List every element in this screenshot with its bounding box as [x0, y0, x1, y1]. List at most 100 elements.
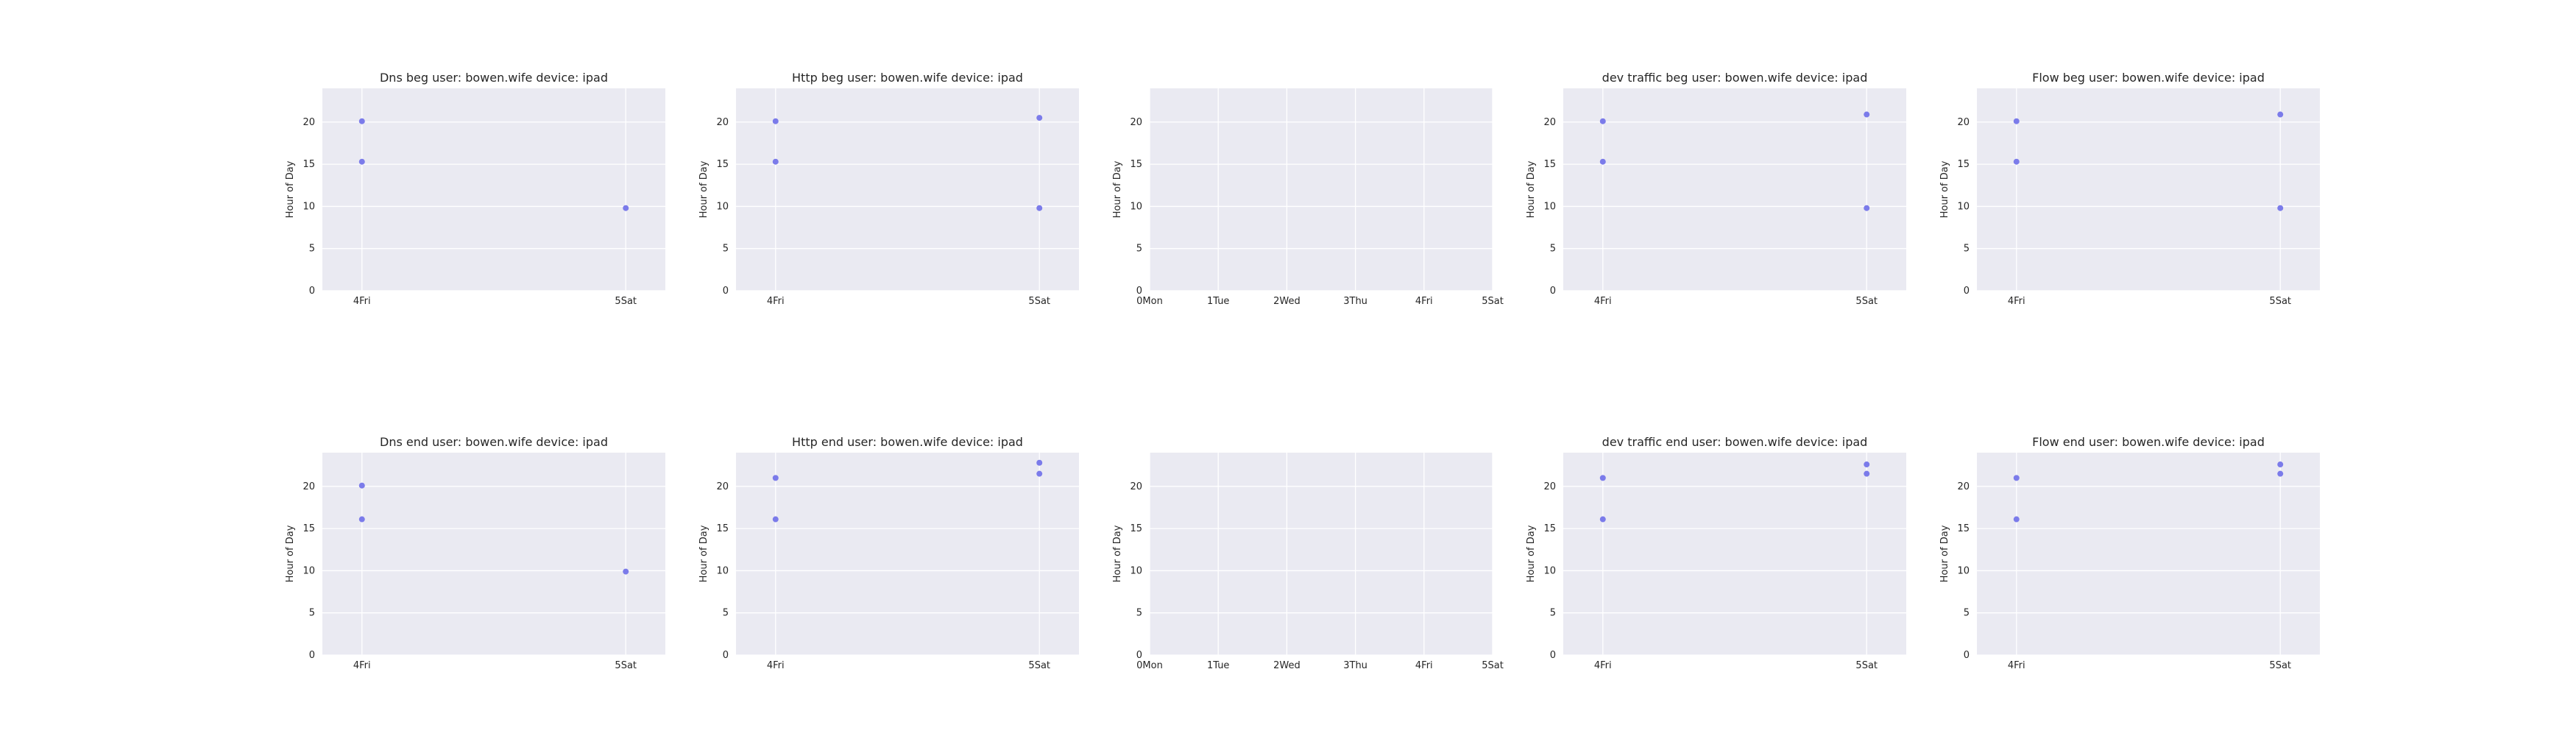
data-point: [358, 158, 365, 165]
data-point: [1036, 115, 1043, 121]
x-tick-label: 4Fri: [2008, 296, 2025, 307]
y-tick-label: 0: [1550, 286, 1556, 297]
y-tick-label: 20: [1543, 117, 1556, 128]
subplot-title: dev traffic end user: bowen.wife device:…: [1602, 435, 1868, 449]
plot-area: [322, 453, 665, 655]
subplot-9: 0 5 10 15 20 4Fri 5Sat dev traffic end user: bo…: [1526, 435, 1906, 671]
y-tick-label: 15: [716, 523, 729, 534]
y-tick-label: 15: [1130, 159, 1142, 170]
y-tick-label: 5: [723, 608, 729, 619]
subplot-title: Flow end user: bowen.wife device: ipad: [2032, 435, 2265, 449]
x-tick-label: 5Sat: [1028, 296, 1050, 307]
y-axis-label: Hour of Day: [285, 525, 296, 582]
subplot-5: 0 5 10 15 20 4Fri 5Sat Flow beg user: bowen.wif…: [1939, 71, 2320, 307]
x-tick-label: 5Sat: [2269, 296, 2291, 307]
y-tick-label: 5: [1136, 608, 1142, 619]
plot-area: [1563, 88, 1906, 291]
plot-area: [1150, 453, 1493, 655]
y-tick-label: 10: [1130, 565, 1142, 576]
y-tick-label: 0: [723, 650, 729, 661]
x-tick-label: 4Fri: [767, 660, 785, 671]
x-tick-label: 3Thu: [1343, 660, 1367, 671]
y-tick-label: 20: [1130, 117, 1142, 128]
y-tick-label: 15: [1957, 159, 1970, 170]
y-axis-label: Hour of Day: [1112, 525, 1123, 582]
y-tick-label: 0: [309, 286, 315, 297]
y-axis-label: Hour of Day: [698, 160, 710, 218]
data-point: [2013, 158, 2020, 165]
y-tick-label: 10: [302, 565, 315, 576]
subplot-7: 0 5 10 15 20 4Fri 5Sat Http end user: bowen.wif…: [698, 435, 1079, 671]
subplot-8: 0 5 10 15 20 0Mon 1Tue 2Wed 3Thu 4Fri 5Sat Hour of …: [1112, 453, 1504, 671]
y-axis-label: Hour of Day: [1526, 160, 1537, 218]
x-tick-label: 2Wed: [1273, 660, 1301, 671]
data-point: [2013, 475, 2020, 481]
data-point: [772, 118, 779, 124]
x-tick-label: 5Sat: [1855, 660, 1878, 671]
data-point: [1599, 118, 1606, 124]
x-tick-label: 4Fri: [1594, 296, 1612, 307]
data-point: [1864, 470, 1870, 477]
y-tick-label: 10: [716, 565, 729, 576]
x-tick-label: 4Fri: [2008, 660, 2025, 671]
y-tick-label: 20: [1957, 481, 1970, 492]
data-point: [358, 482, 365, 489]
y-tick-label: 0: [1964, 650, 1970, 661]
subplot-4: 0 5 10 15 20 4Fri 5Sat dev traffic beg user: bo…: [1526, 71, 1906, 307]
data-point: [1599, 475, 1606, 481]
y-axis-label: Hour of Day: [698, 525, 710, 582]
y-tick-label: 0: [309, 650, 315, 661]
x-tick-label: 1Tue: [1207, 296, 1229, 307]
y-tick-label: 0: [1136, 286, 1142, 297]
x-tick-label: 4Fri: [353, 660, 371, 671]
data-point: [2013, 118, 2020, 124]
y-tick-label: 5: [1550, 608, 1556, 619]
data-point: [1599, 158, 1606, 165]
y-tick-label: 10: [1130, 201, 1142, 212]
data-point: [1864, 461, 1870, 468]
x-tick-label: 0Mon: [1136, 660, 1163, 671]
y-tick-label: 5: [1136, 244, 1142, 255]
data-point: [1864, 111, 1870, 118]
data-point: [1599, 516, 1606, 523]
subplot-title: Dns beg user: bowen.wife device: ipad: [380, 71, 608, 85]
y-axis-label: Hour of Day: [1526, 525, 1537, 582]
plot-area: [1977, 453, 2320, 655]
y-tick-label: 10: [1543, 565, 1556, 576]
subplot-3: 0 5 10 15 20 0Mon 1Tue 2Wed 3Thu 4Fri 5Sat Hour of …: [1112, 88, 1504, 307]
y-tick-label: 10: [1957, 565, 1970, 576]
subplot-10: 0 5 10 15 20 4Fri 5Sat Flow end user: bowen.wif…: [1939, 435, 2320, 671]
y-tick-label: 20: [302, 481, 315, 492]
x-tick-label: 5Sat: [615, 296, 637, 307]
y-tick-label: 20: [716, 117, 729, 128]
y-axis-label: Hour of Day: [1939, 525, 1950, 582]
y-tick-label: 5: [1550, 244, 1556, 255]
plot-area: [1150, 88, 1493, 291]
data-point: [623, 205, 629, 211]
y-tick-label: 20: [302, 117, 315, 128]
y-axis-label: Hour of Day: [1939, 160, 1950, 218]
y-tick-label: 10: [1957, 201, 1970, 212]
x-tick-label: 3Thu: [1343, 296, 1367, 307]
plot-area: [1563, 453, 1906, 655]
y-tick-label: 20: [1957, 117, 1970, 128]
subplot-title: dev traffic beg user: bowen.wife device:…: [1602, 71, 1868, 85]
y-tick-label: 20: [1130, 481, 1142, 492]
subplot-title: Flow beg user: bowen.wife device: ipad: [2032, 71, 2265, 85]
data-point: [623, 568, 629, 575]
x-tick-label: 4Fri: [353, 296, 371, 307]
data-point: [2277, 461, 2284, 468]
y-tick-label: 5: [309, 244, 315, 255]
x-tick-label: 4Fri: [1594, 660, 1612, 671]
y-tick-label: 15: [302, 523, 315, 534]
x-tick-label: 5Sat: [2269, 660, 2291, 671]
x-tick-label: 0Mon: [1136, 296, 1163, 307]
y-tick-label: 10: [716, 201, 729, 212]
subplot-6: 0 5 10 15 20 4Fri 5Sat Dns end user: bowen.wife…: [285, 435, 665, 671]
y-tick-label: 0: [1550, 650, 1556, 661]
y-tick-label: 5: [1964, 608, 1970, 619]
x-tick-label: 5Sat: [615, 660, 637, 671]
y-tick-label: 0: [723, 286, 729, 297]
x-tick-label: 2Wed: [1273, 296, 1301, 307]
